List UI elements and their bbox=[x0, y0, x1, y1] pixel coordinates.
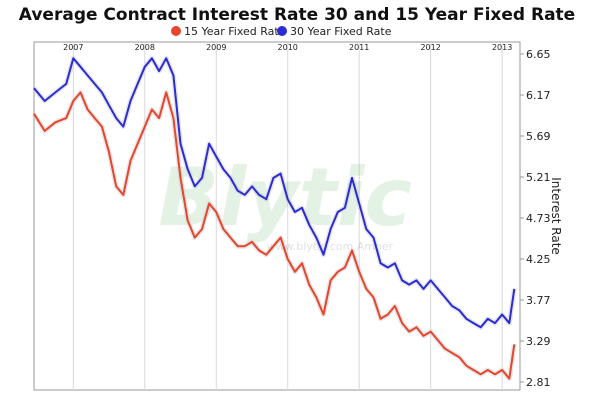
x-tick-label: 2012 bbox=[420, 43, 440, 52]
legend-entry: 30 Year Fixed Rate bbox=[290, 25, 392, 38]
y-axis-label: Interest Rate bbox=[549, 177, 563, 255]
y-tick-label: 2.81 bbox=[526, 376, 551, 389]
y-tick-label: 4.73 bbox=[526, 212, 551, 225]
watermark-subtext: www.blytic.com Amber bbox=[267, 240, 394, 253]
x-tick-label: 2008 bbox=[135, 43, 155, 52]
x-tick-label: 2013 bbox=[492, 43, 512, 52]
y-tick-label: 5.21 bbox=[526, 171, 551, 184]
chart-title: Average Contract Interest Rate 30 and 15… bbox=[19, 5, 575, 25]
y-tick-label: 5.69 bbox=[526, 130, 551, 143]
x-tick-label: 2011 bbox=[349, 43, 369, 52]
y-tick-label: 3.77 bbox=[526, 294, 551, 307]
legend-swatch bbox=[171, 26, 181, 36]
y-tick-label: 4.25 bbox=[526, 253, 551, 266]
series-layer bbox=[31, 55, 517, 382]
x-tick-label: 2007 bbox=[63, 43, 83, 52]
plot-area bbox=[33, 41, 521, 391]
x-tick-label: 2010 bbox=[278, 43, 298, 52]
x-axis-ticks: 2007 2008 2009 2010 2011 2012 2013 bbox=[63, 43, 512, 52]
series-15-year-line bbox=[33, 91, 516, 380]
y-tick-label: 3.29 bbox=[526, 335, 551, 348]
legend-entry: 15 Year Fixed Rate bbox=[184, 25, 286, 38]
legend-swatch bbox=[277, 26, 287, 36]
x-tick-label: 2009 bbox=[206, 43, 226, 52]
y-axis-ticks: 6.65 6.17 5.69 5.21 4.73 4.25 3.77 3.29 2.81 bbox=[520, 48, 551, 389]
legend: 15 Year Fixed Rate 30 Year Fixed Rate bbox=[171, 25, 392, 38]
series-30-year-line bbox=[33, 57, 516, 329]
y-tick-label: 6.17 bbox=[526, 89, 551, 102]
y-tick-label: 6.65 bbox=[526, 48, 551, 61]
